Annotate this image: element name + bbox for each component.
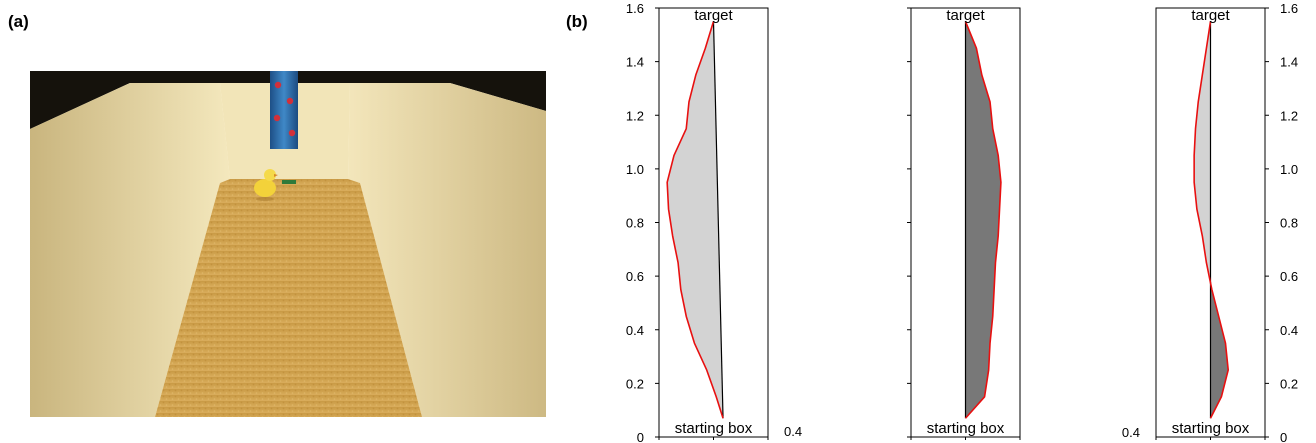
trajectory-path [1193,21,1230,419]
target-dot [286,97,294,105]
y-tick-label: 1.0 [1280,162,1298,177]
y-tick-label: 0.4 [1280,323,1298,338]
starting-box-label: starting box [1172,420,1250,437]
panel-a-label: (a) [8,12,29,31]
trajectory-path [666,21,724,419]
x-start-label: 0.4 [1122,425,1140,440]
y-tick-label: 1.6 [1280,1,1298,16]
target-dot [274,81,282,89]
y-tick-label: 0.8 [1280,216,1298,231]
floor [155,179,422,417]
chart-2: target starting box [907,7,1021,440]
y-tick-label: 1.2 [626,108,644,123]
y-tick-label: 1.2 [1280,108,1298,123]
trajectory-path [964,21,1002,419]
deviation-area-right [1210,276,1229,419]
panel-b-label: (b) [566,12,588,31]
chart-3: 0 0.2 0.4 0.6 0.8 1.0 1.2 1.4 1.6 target starting … [1122,1,1298,443]
y-tick-label: 0.4 [626,323,644,338]
y-tick-label: 1.6 [626,1,644,16]
y-tick-label: 1.4 [1280,55,1298,70]
y-tick-label: 0.6 [626,269,644,284]
chick-icon [254,169,278,201]
target-dot [273,114,281,122]
y-tick-label: 0.6 [1280,269,1298,284]
y-tick-label: 0.2 [626,376,644,391]
target-label: target [946,7,985,24]
starting-box-label: starting box [675,420,753,437]
y-tick-label: 0.8 [626,216,644,231]
target-dot [288,129,296,137]
y-tick-label: 0 [1280,430,1287,443]
green-marker [282,180,296,184]
target-label: target [1191,7,1230,24]
deviation-area [667,21,724,419]
y-tick-label: 0.2 [1280,376,1298,391]
x-end-label: 0.4 [784,424,802,439]
right-wall [348,83,546,417]
left-wall [30,83,230,417]
chart-1: 0 0.2 0.4 0.6 0.8 1.0 1.2 1.4 1.6 target starting … [626,1,802,443]
y-tick-label: 1.0 [626,162,644,177]
target-cylinder [270,71,298,149]
corridor-photo-icon [30,71,546,417]
target-label: target [694,7,733,24]
starting-box-label: starting box [927,420,1005,437]
straight-line [712,21,724,419]
y-tick-label: 1.4 [626,55,644,70]
y-tick-label: 0 [637,430,644,443]
